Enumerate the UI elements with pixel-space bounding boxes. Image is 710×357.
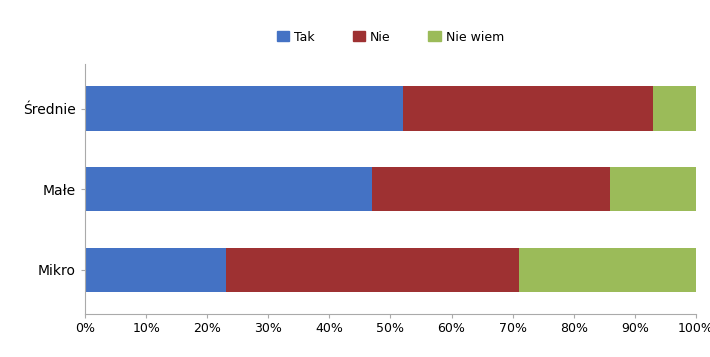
Bar xyxy=(85,86,403,131)
Bar xyxy=(519,248,696,292)
Bar xyxy=(85,248,226,292)
Bar xyxy=(403,86,653,131)
Legend: Tak, Nie, Nie wiem: Tak, Nie, Nie wiem xyxy=(272,26,509,49)
Bar xyxy=(85,167,372,211)
Bar xyxy=(611,167,696,211)
Bar xyxy=(372,167,611,211)
Bar xyxy=(653,86,696,131)
Bar xyxy=(226,248,519,292)
